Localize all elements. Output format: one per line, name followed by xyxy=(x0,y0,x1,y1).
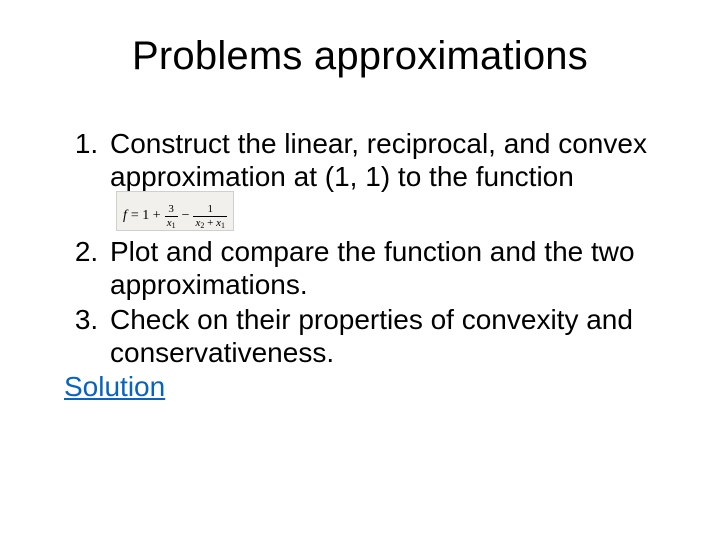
formula-frac-1: 3 x1 xyxy=(165,204,178,229)
formula-image: f = 1 + 3 x1 − 1 x2 + x1 xyxy=(116,191,234,231)
frac2-den-plus: + xyxy=(207,217,213,229)
frac1-den-var: x xyxy=(167,217,172,229)
problem-list: Construct the linear, reciprocal, and co… xyxy=(56,127,664,369)
frac2-den: x2 + x1 xyxy=(193,216,227,229)
formula-lhs: f xyxy=(123,208,127,225)
frac2-num: 1 xyxy=(205,204,215,216)
slide-container: Problems approximations Construct the li… xyxy=(0,0,720,540)
frac2-den-sub-a: 2 xyxy=(200,221,204,230)
formula-minus: − xyxy=(182,208,190,225)
page-title: Problems approximations xyxy=(56,34,664,79)
solution-link[interactable]: Solution xyxy=(64,371,165,402)
frac2-den-sub-b: 1 xyxy=(221,221,225,230)
problem-item-1: Construct the linear, reciprocal, and co… xyxy=(106,127,664,233)
formula-frac-2: 1 x2 + x1 xyxy=(193,204,227,229)
solution-row: Solution xyxy=(64,371,664,403)
frac1-den-sub: 1 xyxy=(172,221,176,230)
formula-eq: = 1 + xyxy=(131,208,161,225)
frac1-num: 3 xyxy=(166,204,176,216)
formula-expression: f = 1 + 3 x1 − 1 x2 + x1 xyxy=(123,204,227,229)
problem-item-2: Plot and compare the function and the tw… xyxy=(106,235,664,301)
problem-item-3: Check on their properties of convexity a… xyxy=(106,303,664,369)
problem-1-text: Construct the linear, reciprocal, and co… xyxy=(110,128,647,192)
frac1-den: x1 xyxy=(165,216,178,229)
